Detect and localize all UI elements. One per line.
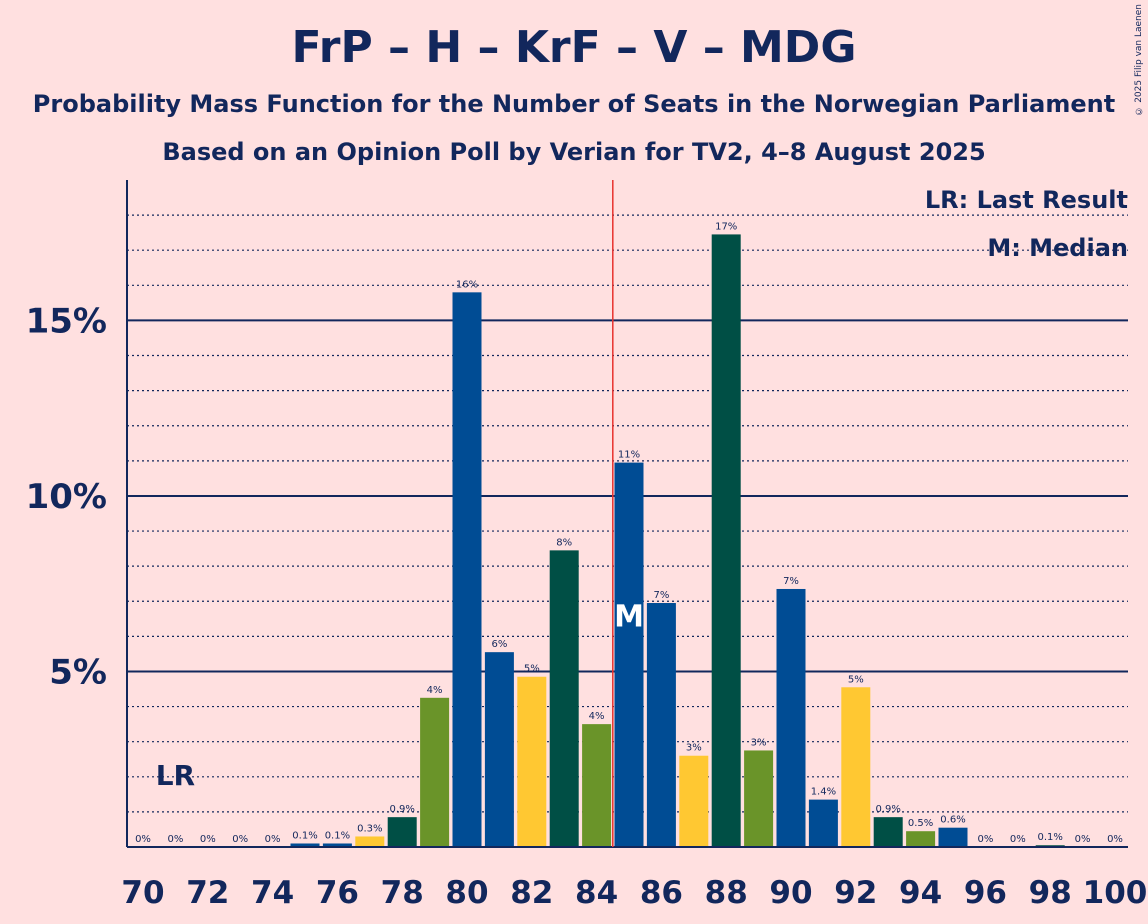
- x-tick-label: 78: [381, 875, 424, 911]
- y-tick-label: 15%: [26, 301, 107, 341]
- bar-seat-77: [355, 836, 385, 847]
- bar-label-seat-97: 0%: [1010, 834, 1026, 845]
- bar-label-seat-99: 0%: [1075, 834, 1091, 845]
- x-tick-label: 90: [769, 875, 812, 911]
- x-tick-label: 94: [899, 875, 942, 911]
- bar-label-seat-78: 0.9%: [389, 804, 414, 815]
- legend-last-result: LR: Last Result: [924, 186, 1128, 214]
- axes: [126, 180, 1128, 848]
- x-tick-label: 92: [834, 875, 877, 911]
- bar-label-seat-89: 3%: [751, 737, 767, 748]
- bar-label-seat-94: 0.5%: [908, 818, 933, 829]
- bar-label-seat-75: 0.1%: [292, 830, 317, 841]
- bar-label-seat-88: 17%: [715, 221, 737, 232]
- bar-seat-85: [614, 462, 644, 847]
- bar-seat-81: [484, 652, 514, 847]
- bar-label-seat-90: 7%: [783, 576, 799, 587]
- x-tick-label: 82: [510, 875, 553, 911]
- x-tick-label: 100: [1083, 875, 1148, 911]
- last-result-marker: LR: [156, 759, 195, 792]
- y-tick-label: 5%: [49, 652, 107, 692]
- bar-label-seat-77: 0.3%: [357, 823, 382, 834]
- bar-label-seat-84: 4%: [589, 711, 605, 722]
- x-tick-label: 84: [575, 875, 618, 911]
- median-marker: M: [614, 599, 644, 634]
- bar-label-seat-86: 7%: [653, 590, 669, 601]
- x-tick-label: 74: [251, 875, 294, 911]
- y-tick-label: 10%: [26, 477, 107, 517]
- bar-label-seat-92: 5%: [848, 674, 864, 685]
- bar-label-seat-93: 0.9%: [875, 804, 900, 815]
- bar-label-seat-72: 0%: [200, 834, 216, 845]
- x-tick-label: 72: [186, 875, 229, 911]
- bar-label-seat-100: 0%: [1107, 834, 1123, 845]
- bar-seat-87: [679, 755, 709, 847]
- bar-seat-83: [549, 550, 579, 847]
- x-tick-label: 96: [964, 875, 1007, 911]
- chart-source-subtitle: Based on an Opinion Poll by Verian for T…: [162, 138, 986, 166]
- bars: [290, 234, 1065, 848]
- bar-label-seat-79: 4%: [427, 685, 443, 696]
- legend-median: M: Median: [987, 234, 1128, 262]
- chart-subtitle: Probability Mass Function for the Number…: [32, 90, 1116, 118]
- x-tick-label: 76: [316, 875, 359, 911]
- bar-label-seat-73: 0%: [232, 834, 248, 845]
- bar-seat-78: [387, 817, 417, 847]
- bar-seat-92: [841, 687, 871, 847]
- bar-seat-90: [776, 588, 806, 847]
- bar-label-seat-98: 0.1%: [1037, 832, 1062, 843]
- x-axis-tick-labels: 70 72 74 76 78 80 82 84 86 88 90 92 94 96 98 100: [121, 875, 1147, 911]
- chart-title: FrP – H – KrF – V – MDG: [291, 22, 857, 73]
- bar-label-seat-95: 0.6%: [940, 815, 965, 826]
- bar-label-seat-76: 0.1%: [325, 830, 350, 841]
- x-tick-label: 70: [121, 875, 164, 911]
- bar-seat-82: [517, 676, 547, 847]
- bar-seat-86: [646, 603, 676, 847]
- bar-seat-88: [711, 234, 741, 848]
- bar-seat-93: [873, 817, 903, 847]
- x-tick-label: 98: [1029, 875, 1072, 911]
- x-tick-label: 80: [445, 875, 488, 911]
- bar-seat-84: [582, 724, 612, 847]
- bar-seat-95: [938, 827, 968, 847]
- bar-seat-76: [322, 843, 352, 847]
- bar-label-seat-91: 1.4%: [811, 787, 836, 798]
- bar-label-seat-96: 0%: [977, 834, 993, 845]
- markers: M LR: [156, 180, 644, 847]
- bar-label-seat-80: 16%: [456, 279, 478, 290]
- bar-seat-75: [290, 843, 320, 847]
- bar-seat-79: [420, 697, 450, 847]
- bar-seat-80: [452, 292, 482, 847]
- bar-label-seat-70: 0%: [135, 834, 151, 845]
- bar-label-seat-71: 0%: [167, 834, 183, 845]
- bar-label-seat-81: 6%: [491, 639, 507, 650]
- bar-seat-91: [808, 799, 838, 847]
- bar-label-seat-82: 5%: [524, 664, 540, 675]
- bar-label-seat-87: 3%: [686, 743, 702, 754]
- bar-seat-94: [906, 831, 936, 847]
- bar-label-seat-74: 0%: [265, 834, 281, 845]
- bar-seat-89: [744, 750, 774, 847]
- y-axis-tick-labels: 5% 10% 15%: [26, 301, 107, 692]
- x-tick-label: 86: [640, 875, 683, 911]
- bar-label-seat-85: 11%: [618, 450, 640, 461]
- bar-label-seat-83: 8%: [556, 537, 572, 548]
- x-tick-label: 88: [705, 875, 748, 911]
- bar-labels: 0% 0% 0% 0% 0% 0.1% 0.1% 0.3% 0.9% 4% 16% 6% 5% 8% 4% 1…: [135, 221, 1123, 845]
